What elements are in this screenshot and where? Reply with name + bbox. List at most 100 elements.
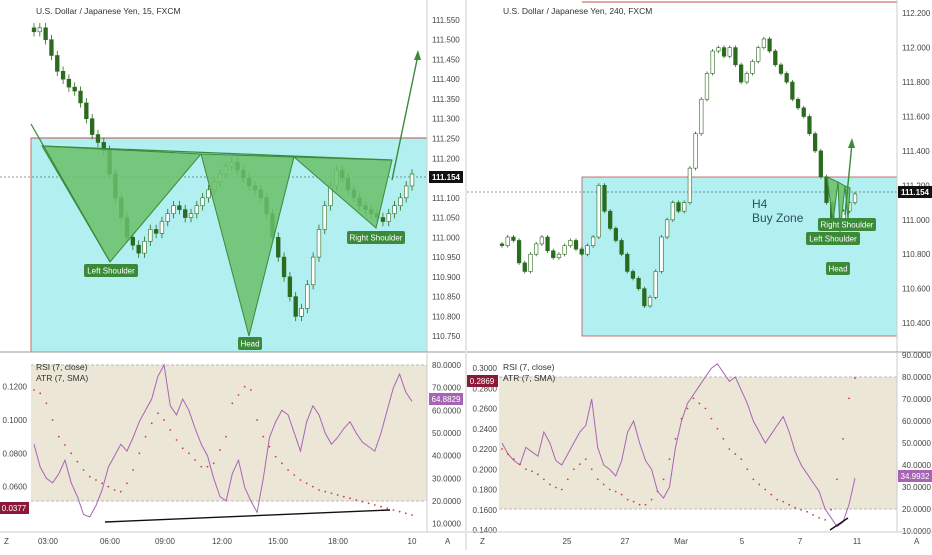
left-rsi-label: RSI (7, close) [36, 362, 88, 372]
left-divergence-line [104, 509, 391, 523]
left-atr-dot [392, 509, 395, 511]
left-candle [37, 27, 42, 33]
left-rsi-tick: 80.0000 [432, 361, 461, 370]
left-rsi-tick: 60.0000 [432, 406, 461, 415]
left-candle [380, 217, 386, 222]
left-atr-dot [305, 482, 308, 485]
right-y-tick: 111.800 [902, 78, 930, 87]
left-atr-dot [398, 510, 401, 513]
left-candle [386, 213, 391, 222]
left-x-tick: 06:00 [100, 537, 121, 546]
right-candle [664, 219, 670, 238]
right-atr-dot [584, 458, 587, 461]
right-y-tick: 111.400 [902, 147, 930, 156]
left-candle [153, 229, 159, 234]
right-head-text: Head [828, 265, 847, 274]
right-candle [596, 185, 601, 238]
left-atr-dot [200, 465, 203, 468]
right-y-tick: 112.000 [902, 44, 931, 53]
right-divergence-line [829, 517, 849, 531]
h4-label: H4 [752, 197, 768, 211]
right-y-tick: 111.000 [902, 216, 930, 225]
left-candle [194, 205, 199, 214]
right-candle [778, 64, 784, 74]
left-atr-dot [51, 419, 54, 421]
right-buy-zone [581, 176, 898, 337]
left-atr-dot [355, 499, 358, 501]
right-label-head: Head [826, 262, 850, 275]
right-atr-tick: 0.3000 [473, 364, 498, 373]
left-rsi-value: 64.8829 [432, 395, 461, 404]
left-a-button[interactable]: A [445, 537, 451, 546]
left-rsi-tick: 50.0000 [432, 429, 461, 438]
right-z-button[interactable]: Z [480, 537, 485, 546]
right-atr-dot [507, 453, 509, 455]
right-atr-tick: 0.1600 [473, 506, 498, 515]
right-atr-dot [806, 510, 809, 513]
left-candle [165, 213, 170, 222]
right-candle [795, 98, 801, 109]
left-atr-tick: 0.1000 [3, 416, 28, 425]
left-atr-dot [206, 465, 209, 468]
right-candle [716, 47, 721, 52]
right-atr-dot [692, 397, 695, 400]
right-candle [608, 210, 613, 229]
left-atr-dot [175, 439, 178, 441]
right-atr-dot [836, 478, 838, 481]
right-atr-dot [656, 490, 659, 493]
right-candle [590, 236, 596, 246]
left-candle [177, 205, 182, 210]
right-atr-dot [626, 498, 629, 501]
left-atr-dot [324, 490, 327, 493]
right-x-tick: 5 [740, 537, 745, 546]
right-atr-dot [734, 453, 737, 455]
right-a-button[interactable]: A [914, 537, 920, 546]
left-z-button[interactable]: Z [4, 537, 9, 546]
right-atr-dot [728, 448, 731, 450]
left-last-price-tag [429, 171, 463, 183]
left-candle [293, 296, 298, 317]
right-atr-dot [722, 437, 725, 440]
right-candle [682, 202, 687, 212]
left-atr-dot [330, 492, 333, 495]
right-atr-dot [536, 473, 539, 476]
left-rsi-tick: 20.0000 [432, 497, 461, 506]
right-candle [647, 296, 653, 307]
right-y-tick: 111.200 [902, 181, 930, 190]
left-atr-value-tag [0, 502, 29, 514]
left-candle [72, 86, 77, 92]
right-atr-dot [782, 500, 785, 503]
right-atr-dot [776, 498, 779, 501]
right-candle [670, 202, 675, 221]
left-candle [299, 308, 304, 317]
right-candle [585, 245, 590, 255]
right-candle [687, 167, 693, 203]
left-atr-dot [349, 497, 351, 500]
buy-zone-label: Buy Zone [752, 211, 804, 225]
right-candle [739, 64, 744, 83]
left-candle [60, 70, 66, 80]
left-atr-dot [101, 482, 104, 485]
right-atr-tick: 0.1400 [473, 526, 498, 535]
right-rsi-tick: 50.0000 [902, 439, 931, 448]
left-atr-dot [274, 455, 277, 458]
left-atr-dot [411, 514, 413, 516]
right-atr-dot [566, 478, 569, 481]
left-y-tick: 111.550 [432, 16, 460, 25]
left-candle [49, 39, 54, 56]
label-left-shoulder: Left Shoulder [84, 264, 138, 277]
right-y-tick: 110.800 [902, 250, 931, 259]
right-atr-dot [674, 437, 677, 440]
left-rsi-band [31, 365, 427, 501]
right-rsi-band [499, 377, 897, 509]
right-chart-title: U.S. Dollar / Japanese Yen, 240, FXCM [503, 6, 652, 16]
left-y-tick: 110.900 [432, 273, 461, 282]
label-head: Head [238, 337, 262, 350]
left-atr-dot [256, 419, 258, 421]
right-atr-dot [848, 397, 850, 400]
left-atr-dot [225, 435, 227, 438]
right-left-shoulder-text: Left Shoulder [809, 235, 857, 244]
label-right-shoulder: Right Shoulder [347, 231, 405, 244]
left-atr-dot [132, 469, 135, 471]
left-candle [287, 276, 293, 297]
